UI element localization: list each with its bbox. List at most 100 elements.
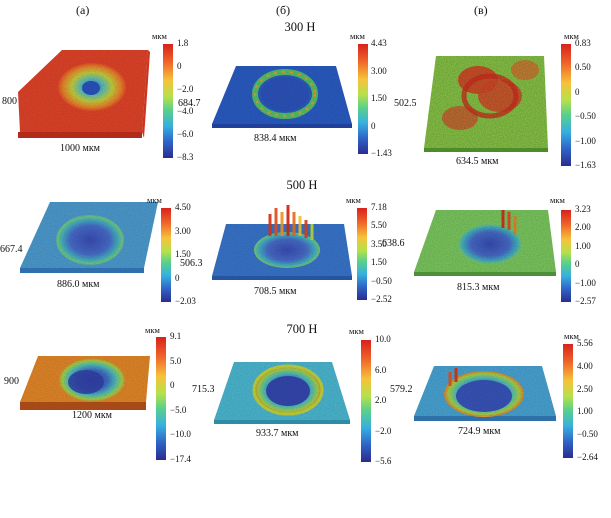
row-label-300: 300 Н xyxy=(284,20,316,34)
colorbar-tick-b2: 1.50 xyxy=(371,257,387,268)
side-label-b2: 506.3 xyxy=(180,258,203,269)
colorbar-tick-a3: 5.0 xyxy=(170,355,182,366)
colorbar-tick-c1: −1.00 xyxy=(575,135,596,146)
side-label-b1: 684.7 xyxy=(178,98,201,109)
width-label-a3: 1200 мкм xyxy=(72,410,113,421)
surface-a3 xyxy=(20,356,150,410)
side-label-a3: 900 xyxy=(4,376,19,387)
colorbar-tick-c2: −2.57 xyxy=(575,296,596,306)
colorbar-c1 xyxy=(561,44,571,166)
colorbar-tick-b3: −5.6 xyxy=(375,456,392,466)
colorbar-tick-a1: 1.8 xyxy=(177,38,189,48)
colorbar-tick-c1: −1.63 xyxy=(575,160,596,170)
colorbar-b3 xyxy=(361,340,371,462)
side-label-c1: 502.5 xyxy=(394,98,417,109)
colorbar-tick-a2: 1.50 xyxy=(175,249,191,259)
colorbar-c2 xyxy=(561,210,571,302)
row-label-700: 700 Н xyxy=(286,322,318,336)
side-label-c3: 579.2 xyxy=(390,384,413,395)
width-label-b1: 838.4 мкм xyxy=(254,133,297,144)
colorbar-tick-b2: −0.50 xyxy=(371,275,392,286)
colorbar-tick-a3: −10.0 xyxy=(170,429,191,440)
colorbar-a1 xyxy=(163,44,173,158)
surface-b3 xyxy=(214,362,350,424)
colorbar-tick-a2: 3.00 xyxy=(175,225,191,236)
colorbar-tick-a1: −8.3 xyxy=(177,152,194,162)
colorbar-tick-b2: 3.50 xyxy=(371,238,387,249)
colorbar-tick-c1: −0.50 xyxy=(575,111,596,122)
colorbar-tick-c3: 4.00 xyxy=(577,360,593,371)
colorbar-b1 xyxy=(358,44,368,154)
width-label-c1: 634.5 мкм xyxy=(456,156,499,167)
colorbar-tick-a2: −2.03 xyxy=(175,296,196,306)
colorbar-unit-a1: мкм xyxy=(152,31,167,41)
colorbar-tick-c3: 2.50 xyxy=(577,383,593,394)
colorbar-b2 xyxy=(357,208,367,300)
colorbar-unit-b2: мкм xyxy=(346,195,361,205)
colorbar-tick-a3: −5.0 xyxy=(170,404,187,415)
column-label-a: (а) xyxy=(76,3,90,17)
colorbar-a2 xyxy=(161,208,171,302)
colorbar-unit-b1: мкм xyxy=(350,31,365,41)
width-label-b2: 708.5 мкм xyxy=(254,286,297,297)
colorbar-unit-c2: мкм xyxy=(550,195,565,205)
surface-c1 xyxy=(424,56,548,152)
colorbar-a3 xyxy=(156,337,166,460)
colorbar-tick-c2: 3.23 xyxy=(575,204,591,214)
colorbar-tick-b3: 10.0 xyxy=(375,334,391,344)
surface-b2 xyxy=(212,205,352,280)
column-label-c: (в) xyxy=(474,3,488,17)
colorbar-tick-b1: 4.43 xyxy=(371,38,387,48)
colorbar-tick-b1: 1.50 xyxy=(371,93,387,103)
surface-c2 xyxy=(414,210,556,276)
colorbar-tick-c1: 0 xyxy=(575,86,580,97)
side-label-b3: 715.3 xyxy=(192,384,215,395)
colorbar-unit-a2: мкм xyxy=(147,195,162,205)
colorbar-tick-b2: 7.18 xyxy=(371,202,387,212)
column-label-b: (б) xyxy=(276,3,291,17)
colorbar-tick-b1: 0 xyxy=(371,120,376,131)
colorbar-tick-b1: −1.43 xyxy=(371,148,392,158)
colorbar-unit-c3: мкм xyxy=(564,331,579,341)
colorbar-tick-a3: −17.4 xyxy=(170,454,191,464)
colorbar-tick-c3: 5.56 xyxy=(577,338,593,348)
width-label-a1: 1000 мкм xyxy=(60,143,101,154)
side-label-a2: 667.4 xyxy=(0,244,23,255)
colorbar-tick-c2: 2.00 xyxy=(575,222,591,233)
colorbar-tick-b3: 2.0 xyxy=(375,395,387,405)
width-label-c2: 815.3 мкм xyxy=(457,282,500,293)
row-label-500: 500 Н xyxy=(286,178,318,192)
colorbar-tick-c2: 1.00 xyxy=(575,240,591,251)
colorbar-tick-c3: 1.00 xyxy=(577,406,593,417)
colorbar-tick-a1: −6.0 xyxy=(177,129,194,140)
side-label-c2: 638.6 xyxy=(382,238,405,249)
colorbar-c3 xyxy=(563,344,573,458)
colorbar-tick-c2: −1.00 xyxy=(575,277,596,288)
colorbar-tick-c3: −2.64 xyxy=(577,452,598,462)
colorbar-tick-a3: 9.1 xyxy=(170,331,182,341)
colorbar-tick-a1: 0 xyxy=(177,60,182,71)
surface-c3 xyxy=(414,366,556,421)
colorbar-tick-b1: 3.00 xyxy=(371,65,387,76)
colorbar-tick-b2: 5.50 xyxy=(371,220,387,231)
colorbar-tick-c3: −0.50 xyxy=(577,429,598,440)
width-label-c3: 724.9 мкм xyxy=(458,426,501,437)
colorbar-unit-a3: мкм xyxy=(145,325,160,335)
surface-a1 xyxy=(18,50,150,138)
colorbar-tick-b3: −2.0 xyxy=(375,425,392,436)
colorbar-tick-a3: 0 xyxy=(170,380,175,391)
surface-a2 xyxy=(20,202,158,273)
colorbar-unit-b3: мкм xyxy=(349,326,364,336)
colorbar-tick-b2: −2.52 xyxy=(371,294,392,304)
colorbar-tick-a1: −2.0 xyxy=(177,83,194,94)
colorbar-tick-a2: 0 xyxy=(175,272,180,283)
colorbar-tick-a2: 4.50 xyxy=(175,202,191,212)
width-label-b3: 933.7 мкм xyxy=(256,428,299,439)
colorbar-tick-c1: 0.50 xyxy=(575,62,591,73)
colorbar-tick-c2: 0 xyxy=(575,259,580,270)
side-label-a1: 800 xyxy=(2,96,17,107)
width-label-a2: 886.0 мкм xyxy=(57,279,100,290)
surface-b1 xyxy=(212,66,352,128)
colorbar-unit-c1: мкм xyxy=(564,31,579,41)
